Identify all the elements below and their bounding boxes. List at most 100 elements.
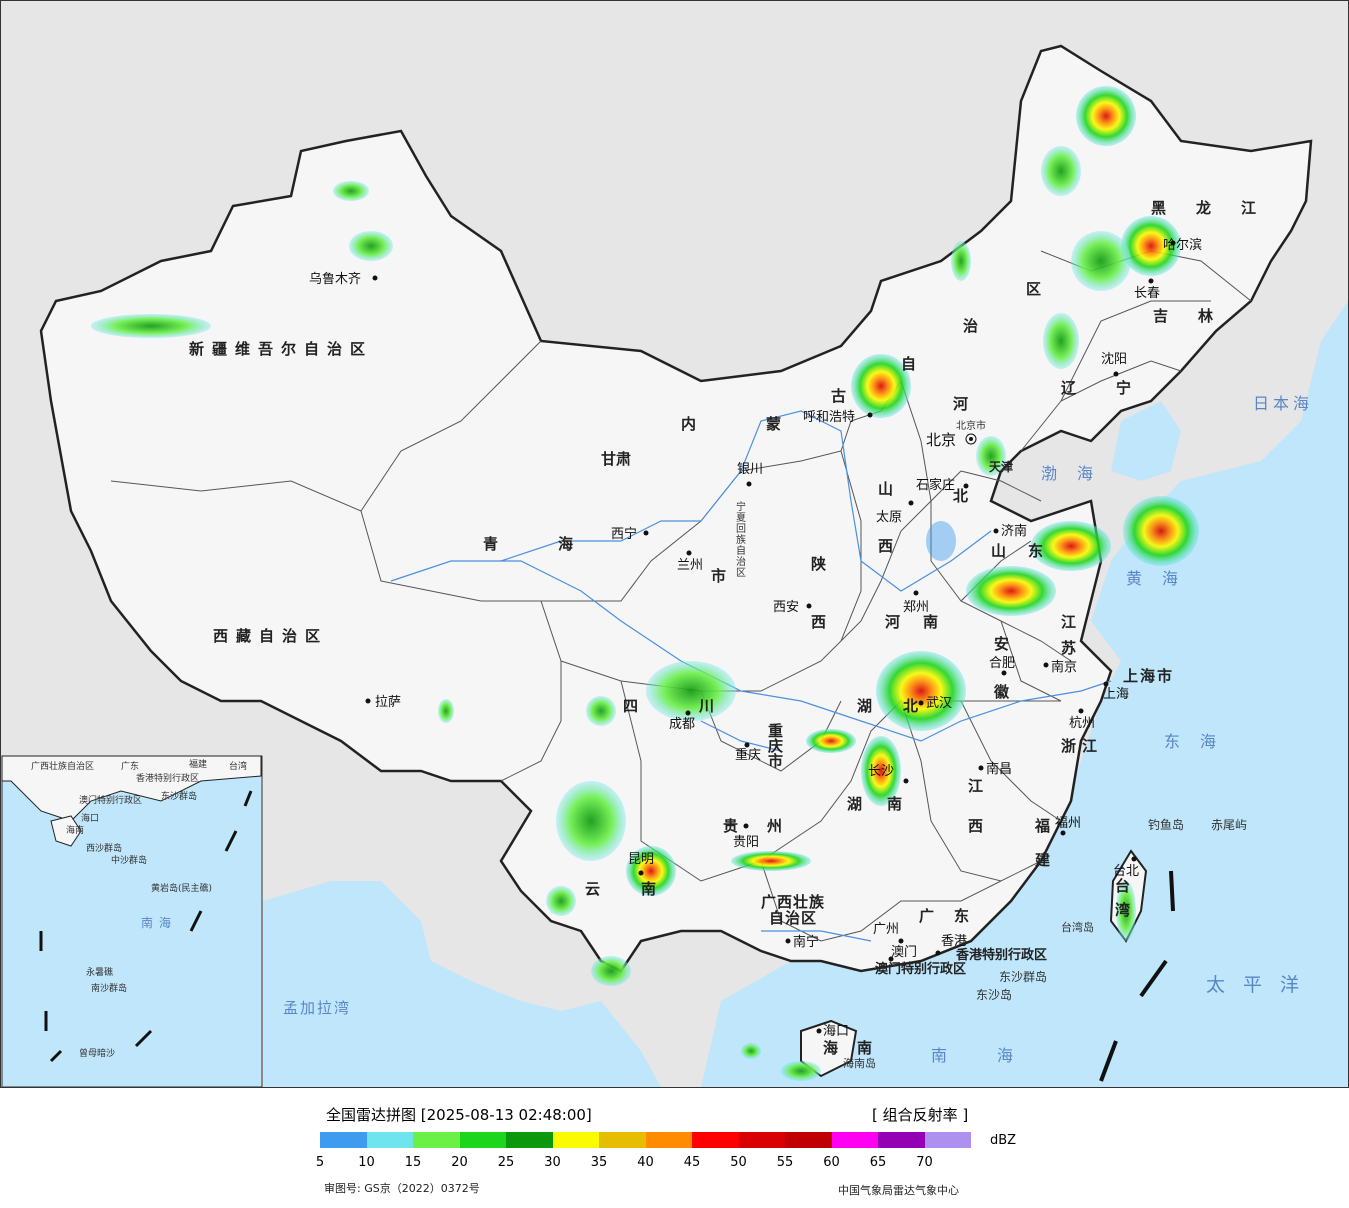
label-hebei-2: 北 — [953, 487, 976, 505]
label-hohhot: 呼和浩特 — [803, 410, 855, 425]
sea-area — [701, 301, 1348, 1087]
city-dot — [746, 481, 752, 487]
label-tianjin: 天津 — [989, 459, 1013, 474]
label-sichuan-2: 川 — [698, 697, 722, 715]
label-chongqing: 重庆市 — [766, 722, 784, 769]
label-hangzhou: 杭州 — [1069, 716, 1095, 731]
label-sea-japan: 日本海 — [1253, 394, 1313, 413]
label-yinchuan: 银川 — [737, 462, 763, 477]
label-zhengzhou: 郑州 — [903, 600, 929, 615]
label-fujian-1: 福 — [1034, 817, 1058, 835]
color-scale-bar — [320, 1132, 971, 1148]
legend-tick-label: 35 — [590, 1155, 608, 1170]
city-dot — [1170, 240, 1176, 246]
label-henan-2: 南 — [923, 613, 946, 631]
inset-label-hainan: 海南 — [66, 824, 84, 836]
label-pacific: 太平洋 — [1206, 974, 1317, 996]
label-shanghai: 上海市 — [1123, 667, 1174, 685]
label-hainan-island: 海南岛 — [843, 1056, 876, 1070]
label-liaoning: 辽宁 — [1061, 379, 1171, 397]
city-dot — [643, 530, 649, 536]
legend-swatch — [459, 1132, 506, 1148]
label-east-sea: 东海 — [1164, 732, 1236, 751]
label-haikou: 海口 — [823, 1024, 849, 1039]
label-fuzhou: 福州 — [1055, 816, 1081, 831]
inset-label-guangxi: 广西壮族自治区 — [31, 760, 94, 772]
legend-swatch — [506, 1132, 553, 1148]
legend-tick-label: 5 — [315, 1155, 325, 1170]
label-xinjiang: 新疆维吾尔自治区 — [189, 340, 373, 358]
rivers — [390, 410, 1112, 942]
label-macau: 澳门特别行政区 — [875, 961, 966, 977]
legend-unit: dBZ — [990, 1133, 1017, 1148]
label-beijingshi: 北京市 — [956, 419, 986, 432]
label-shijiazhuang: 石家庄 — [916, 477, 955, 493]
label-henan-1: 河 — [885, 613, 908, 631]
label-yellow-sea: 黄海 — [1126, 569, 1198, 588]
city-dot — [1113, 371, 1119, 377]
legend-swatch — [645, 1132, 692, 1148]
label-hk: 香港特别行政区 — [955, 947, 1047, 963]
inset-label-nansha: 南沙群岛 — [91, 982, 127, 994]
city-dot — [365, 698, 371, 704]
city-dot — [372, 275, 378, 281]
label-neimeng-4: 治 — [963, 317, 986, 335]
legend-tick-label: 50 — [730, 1155, 747, 1170]
label-neimeng-3: 自 — [901, 355, 924, 373]
label-shenyang: 沈阳 — [1101, 352, 1127, 367]
city-dot — [993, 528, 999, 534]
inset-labels: 广西壮族自治区 广东 福建 台湾 香港特别行政区 澳门特别行政区 东沙群岛 海南… — [31, 758, 247, 1059]
label-hebei-1: 河 — [953, 395, 976, 413]
capital-marker — [965, 433, 977, 445]
label-taiwan-island: 台湾岛 — [1061, 920, 1094, 934]
legend-swatch — [320, 1132, 367, 1148]
island-labels: 钓鱼岛 赤尾屿 台湾岛 海南岛 东沙群岛 东沙岛 — [843, 817, 1247, 1070]
label-xizang: 西藏自治区 — [213, 627, 328, 645]
label-changsha: 长沙 — [868, 764, 894, 779]
inset-label-dongsha: 东沙群岛 — [161, 790, 197, 802]
city-dot — [1060, 830, 1066, 836]
city-dot — [918, 700, 924, 706]
city-dot — [1103, 681, 1109, 687]
label-hainan-2: 南 — [857, 1039, 880, 1057]
label-shanxi-1: 山 — [878, 480, 901, 498]
label-diaoyu: 钓鱼岛 — [1148, 817, 1184, 832]
legend-tick-label: 40 — [637, 1155, 654, 1170]
label-chiwei: 赤尾屿 — [1211, 818, 1247, 832]
city-labels: 乌鲁木齐 拉萨 西宁 兰州 银川 呼和浩特 北京 北京市 石家庄 太原 西安 郑… — [309, 237, 1202, 1039]
inset-label-yongshu: 永暑礁 — [86, 966, 113, 978]
label-hunan-1: 湖 — [847, 795, 870, 813]
legend-swatch — [599, 1132, 646, 1148]
city-dot — [867, 412, 873, 418]
label-taipei: 台北 — [1113, 864, 1139, 879]
credit-text: 中国气象局雷达气象中心 — [838, 1184, 959, 1197]
city-dot — [785, 938, 791, 944]
city-dot — [806, 603, 812, 609]
legend-tick-label: 60 — [823, 1155, 840, 1170]
maritime-boundary — [1099, 870, 1175, 1082]
legend-swatch — [552, 1132, 599, 1148]
city-dot — [1001, 670, 1007, 676]
city-dot — [1043, 662, 1049, 668]
city-dot — [1148, 278, 1154, 284]
legend-tick-label: 25 — [497, 1155, 515, 1170]
label-guiyang: 贵阳 — [733, 835, 759, 850]
city-dot — [898, 938, 904, 944]
label-neimeng-1: 内蒙 — [681, 415, 851, 433]
inset-label-taiwan: 台湾 — [229, 760, 247, 772]
china-mainland — [39, 44, 1313, 973]
legend-swatch — [738, 1132, 785, 1148]
label-dongsha-island: 东沙岛 — [976, 987, 1012, 1002]
city-dot — [638, 870, 644, 876]
label-changchun: 长春 — [1134, 286, 1160, 301]
city-dot — [816, 1028, 822, 1034]
label-anhui-2: 徽 — [993, 683, 1017, 701]
map-canvas: 新疆维吾尔自治区 西藏自治区 青海 甘肃 内蒙 古 自 治 区 黑龙江 吉林 辽… — [1, 44, 1348, 1087]
label-guizhou-2: 州 — [766, 817, 790, 835]
label-anhui-1: 安 — [994, 635, 1017, 653]
legend-title: 全国雷达拼图 [2025-08-13 02:48:00] — [326, 1106, 592, 1124]
label-bengal: 孟加拉湾 — [283, 999, 351, 1017]
label-neimeng-2: 古 — [831, 387, 854, 405]
label-xian: 西安 — [773, 600, 799, 615]
south-sea-inset — [1, 755, 263, 1087]
